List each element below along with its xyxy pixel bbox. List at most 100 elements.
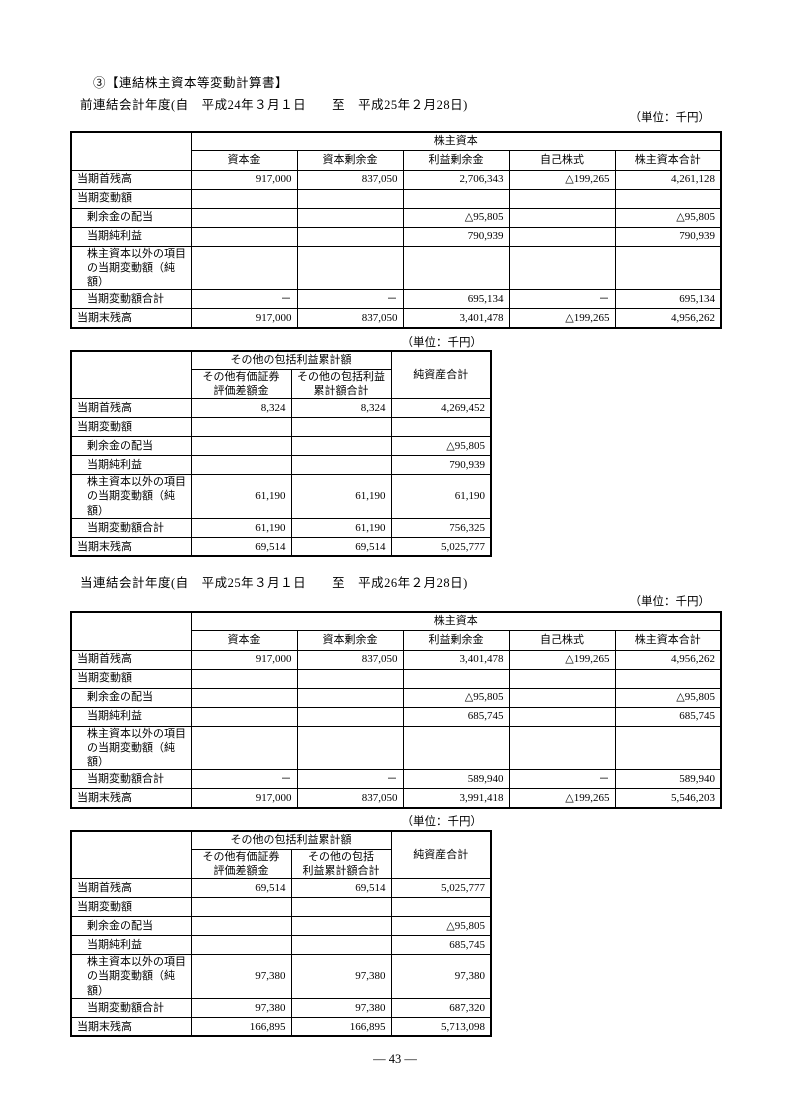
- cell-value: 589,940: [614, 769, 722, 790]
- table-row: 当期首残高 917,000 837,050 2,706,343 △199,265 4,26…: [70, 169, 722, 190]
- cell-value: 97,380: [290, 954, 392, 999]
- cell-value: [190, 207, 298, 228]
- cell-value: 69,514: [190, 878, 292, 899]
- cell-value: 837,050: [296, 649, 404, 670]
- cell-value: 4,269,452: [390, 398, 492, 419]
- shareholders-equity-table: 株主資本 資本金 資本剰余金 利益剰余金 自己株式 株主資本合計 当期首残高 917,000 8…: [70, 131, 722, 329]
- cell-value: △95,805: [402, 207, 510, 228]
- cell-value: △95,805: [402, 687, 510, 708]
- unit-label: （単位：千円）: [401, 337, 483, 349]
- row-label: 当期変動額合計: [70, 289, 192, 310]
- cell-value: [508, 706, 616, 727]
- page-title: ③【連結株主資本等変動計算書】: [93, 76, 289, 90]
- corner-cell: [70, 830, 192, 880]
- table-current-comprehensive-income: その他の包括利益累計額 純資産合計 その他有価証券 評価差額金 その他の包括 利益累計…: [70, 830, 492, 1038]
- table-prior-comprehensive-income: その他の包括利益累計額 純資産合計 その他有価証券 評価差額金 その他の包括利益 累計…: [70, 350, 492, 558]
- cell-value: 917,000: [190, 169, 298, 190]
- cell-value: 837,050: [296, 788, 404, 809]
- table-prior-shareholders-equity: 株主資本 資本金 資本剰余金 利益剰余金 自己株式 株主資本合計 当期首残高 917,000 8…: [70, 131, 722, 329]
- table-row: 当期変動額: [70, 668, 722, 689]
- cell-value: 97,380: [190, 954, 292, 999]
- cell-value: 166,895: [290, 1016, 392, 1037]
- cell-value: [390, 897, 492, 918]
- page-number: ― 43 ―: [373, 1052, 417, 1066]
- row-label: 当期純利益: [70, 455, 192, 476]
- cell-value: 97,380: [290, 997, 392, 1018]
- cell-value: 790,939: [402, 226, 510, 247]
- row-label: 当期首残高: [70, 398, 192, 419]
- table-row: 当期変動額合計 61,190 61,190 756,325: [70, 517, 492, 538]
- cell-value: △95,805: [614, 687, 722, 708]
- table-row: 株主資本以外の項目 の当期変動額（純額） 61,190 61,190 61,190: [70, 474, 492, 519]
- row-label: 当期首残高: [70, 878, 192, 899]
- comprehensive-income-table: その他の包括利益累計額 純資産合計 その他有価証券 評価差額金 その他の包括利益 累計…: [70, 350, 492, 558]
- period-label-prior-year: 前連結会計年度(自 平成24年３月１日 至 平成25年２月28日): [80, 98, 468, 112]
- cell-value: 917,000: [190, 788, 298, 809]
- cell-value: [614, 245, 722, 291]
- cell-value: [296, 226, 404, 247]
- table-row: 当期変動額合計－－ 589,940 － 589,940: [70, 769, 722, 790]
- corner-cell: [70, 350, 192, 400]
- cell-value: [402, 725, 510, 771]
- table-row: 当期変動額合計－－ 695,134 － 695,134: [70, 289, 722, 310]
- cell-value: [508, 207, 616, 228]
- row-label: 当期純利益: [70, 706, 192, 727]
- cell-value: 687,320: [390, 997, 492, 1018]
- row-label: 株主資本以外の項目 の当期変動額（純額）: [70, 954, 192, 999]
- cell-value: [190, 897, 292, 918]
- cell-value: [296, 245, 404, 291]
- cell-value: 685,745: [402, 706, 510, 727]
- cell-value: 5,025,777: [390, 536, 492, 557]
- table-row: 当期末残高 917,000 837,050 3,991,418 △199,265 5,54…: [70, 788, 722, 809]
- cell-value: [296, 687, 404, 708]
- cell-value: 166,895: [190, 1016, 292, 1037]
- row-label: 当期変動額: [70, 188, 192, 209]
- cell-value: 8,324: [290, 398, 392, 419]
- row-label: 剰余金の配当: [70, 207, 192, 228]
- period-label-current-year: 当連結会計年度(自 平成25年３月１日 至 平成26年２月28日): [80, 576, 468, 590]
- cell-value: 790,939: [390, 455, 492, 476]
- cell-value: 3,991,418: [402, 788, 510, 809]
- cell-value: △199,265: [508, 169, 616, 190]
- cell-value: [508, 226, 616, 247]
- table-row: 当期純利益 790,939 790,939: [70, 226, 722, 247]
- cell-value: [614, 188, 722, 209]
- table-row: 当期変動額合計 97,380 97,380 687,320: [70, 997, 492, 1018]
- cell-value: [190, 188, 298, 209]
- cell-value: [508, 188, 616, 209]
- cell-value: [390, 417, 492, 438]
- cell-value: －: [296, 769, 404, 790]
- table-row: 当期変動額: [70, 417, 492, 438]
- cell-value: 3,401,478: [402, 308, 510, 329]
- column-header: 純資産合計: [390, 830, 492, 880]
- column-header: 資本金: [190, 149, 298, 171]
- column-header: 利益剰余金: [402, 149, 510, 171]
- cell-value: [290, 897, 392, 918]
- cell-value: [290, 417, 392, 438]
- row-label: 当期変動額: [70, 668, 192, 689]
- cell-value: 5,025,777: [390, 878, 492, 899]
- cell-value: [190, 687, 298, 708]
- cell-value: 685,745: [390, 935, 492, 956]
- cell-value: [190, 916, 292, 937]
- cell-value: [614, 668, 722, 689]
- cell-value: 695,134: [402, 289, 510, 310]
- cell-value: 61,190: [190, 517, 292, 538]
- shareholders-equity-table: 株主資本 資本金 資本剰余金 利益剰余金 自己株式 株主資本合計 当期首残高 917,000 8…: [70, 611, 722, 809]
- cell-value: 69,514: [290, 878, 392, 899]
- cell-value: [290, 935, 392, 956]
- cell-value: 5,546,203: [614, 788, 722, 809]
- row-label: 当期変動額合計: [70, 517, 192, 538]
- cell-value: 837,050: [296, 169, 404, 190]
- row-label: 株主資本以外の項目 の当期変動額（純額）: [70, 725, 192, 771]
- cell-value: [290, 455, 392, 476]
- cell-value: 69,514: [190, 536, 292, 557]
- corner-cell: [70, 611, 192, 651]
- row-label: 当期変動額合計: [70, 997, 192, 1018]
- table-row: 剰余金の配当 △95,805 △95,805: [70, 207, 722, 228]
- cell-value: [190, 935, 292, 956]
- column-header: 資本剰余金: [296, 629, 404, 651]
- cell-value: △95,805: [390, 436, 492, 457]
- cell-value: 61,190: [290, 517, 392, 538]
